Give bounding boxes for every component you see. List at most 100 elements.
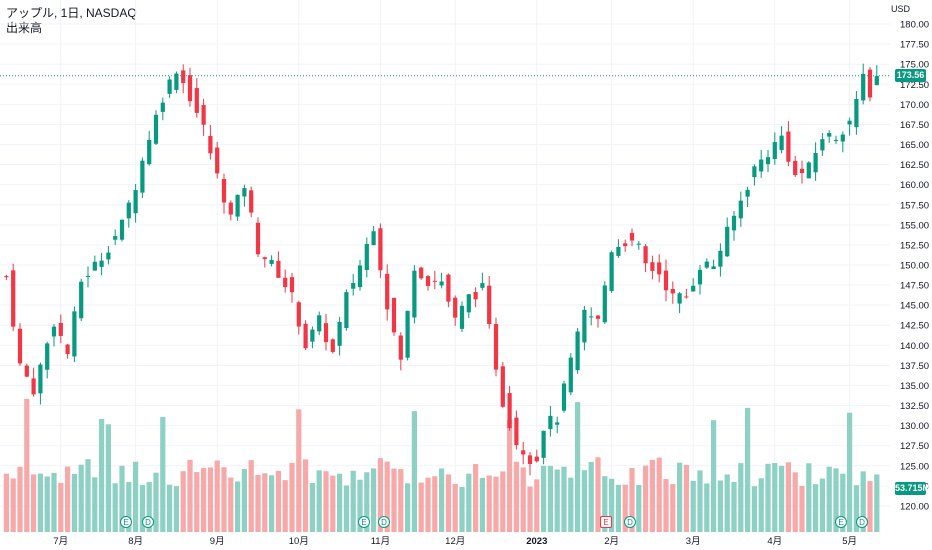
volume-bar (71, 473, 78, 532)
candle-body (24, 365, 29, 377)
volume-bar (812, 484, 819, 532)
candle-body (595, 315, 601, 319)
volume-bar (173, 486, 180, 532)
volume-bar (615, 484, 622, 532)
dividend-event-icon[interactable]: D (856, 516, 868, 528)
earnings-event-icon[interactable]: E (120, 516, 132, 528)
candle-body (446, 274, 451, 302)
candle-body (799, 168, 805, 174)
dividend-event-icon[interactable]: D (142, 516, 154, 528)
candle-body (425, 276, 431, 287)
candle-body (453, 297, 458, 318)
volume-bar (194, 472, 200, 532)
candle-body (650, 262, 655, 271)
volume-bar (622, 484, 628, 532)
candle-body (752, 166, 757, 178)
volume-bar (853, 485, 860, 532)
candle-body (92, 261, 97, 271)
candle-body (235, 194, 240, 217)
volume-bar (806, 463, 812, 532)
volume-bar (85, 459, 91, 532)
candle-body (602, 285, 607, 323)
volume-bar (200, 467, 207, 532)
last-volume-tag: 53.715M (895, 482, 931, 495)
volume-bar (37, 473, 44, 532)
volume-bar (119, 465, 125, 532)
candle-body (38, 364, 43, 394)
volume-bar (738, 463, 744, 532)
volume-bar (581, 470, 588, 532)
earnings-event-icon[interactable]: E (835, 516, 847, 528)
volume-bar (207, 467, 214, 532)
x-tick-label: 2月 (604, 536, 619, 547)
earnings-event-icon[interactable]: E (358, 516, 370, 528)
x-tick-label: 7月 (53, 536, 68, 547)
candle-body (330, 339, 335, 352)
volume-bar (493, 476, 499, 532)
volume-bar (51, 472, 57, 532)
y-tick-label: 127.50 (900, 441, 929, 452)
volume-bar (228, 477, 234, 532)
y-tick-label: 135.00 (900, 381, 929, 392)
volume-bar (309, 483, 316, 532)
volume-bar (636, 485, 642, 532)
volume-bar (574, 402, 581, 532)
volume-bar (867, 481, 873, 532)
volume-bar (282, 480, 288, 532)
candle-body (303, 323, 308, 349)
y-tick-label: 165.00 (900, 140, 929, 151)
candle-body (153, 114, 159, 144)
volume-bar (30, 474, 37, 532)
volume-bar (486, 475, 492, 532)
candle-body (4, 276, 9, 278)
volume-bar (670, 484, 676, 532)
candle-body (58, 322, 63, 336)
last-price-tag: 173.56 (895, 69, 926, 83)
x-tick-label: 3月 (686, 536, 701, 547)
volume-bar (466, 473, 472, 532)
volume-bar (112, 483, 118, 532)
volume-bar (105, 424, 112, 532)
volume-bar (418, 482, 424, 532)
candle-body (385, 273, 390, 310)
volume-bar (663, 479, 669, 532)
candle-body (616, 246, 621, 256)
candle-body (51, 326, 57, 337)
volume-bar (778, 465, 785, 532)
y-tick-label: 180.00 (900, 20, 929, 31)
candle-body (589, 316, 594, 318)
volume-bar (153, 472, 159, 532)
candle-body (480, 283, 485, 288)
volume-bar (683, 465, 690, 532)
volume-bar (717, 480, 724, 532)
volume-bar (561, 466, 567, 532)
volume-bar (58, 482, 64, 532)
candle-body (201, 105, 206, 125)
volume-bar (384, 461, 390, 532)
volume-bar (411, 411, 418, 532)
dividend-event-icon[interactable]: D (378, 516, 390, 528)
candle-body (283, 277, 288, 288)
candle-body (670, 288, 675, 294)
candle-body (466, 294, 471, 313)
volume-bar (377, 458, 384, 532)
candle-body (874, 76, 879, 86)
volume-bar (724, 474, 730, 532)
volume-bar (819, 478, 826, 532)
y-tick-label: 155.00 (900, 220, 929, 231)
volume-bar (10, 478, 16, 532)
dividend-event-icon[interactable]: D (624, 516, 636, 528)
candle-body (691, 285, 696, 292)
volume-bar (350, 470, 356, 532)
y-tick-label: 160.00 (900, 180, 929, 191)
volume-bar (520, 467, 526, 532)
volume-bar (126, 481, 132, 532)
volume-bar (472, 464, 479, 532)
earnings-event-icon[interactable]: E (600, 516, 612, 528)
candle-body (772, 142, 777, 160)
volume-bar (146, 482, 152, 532)
candle-body (786, 131, 791, 162)
volume-bar (860, 471, 866, 532)
candle-body (391, 297, 397, 333)
